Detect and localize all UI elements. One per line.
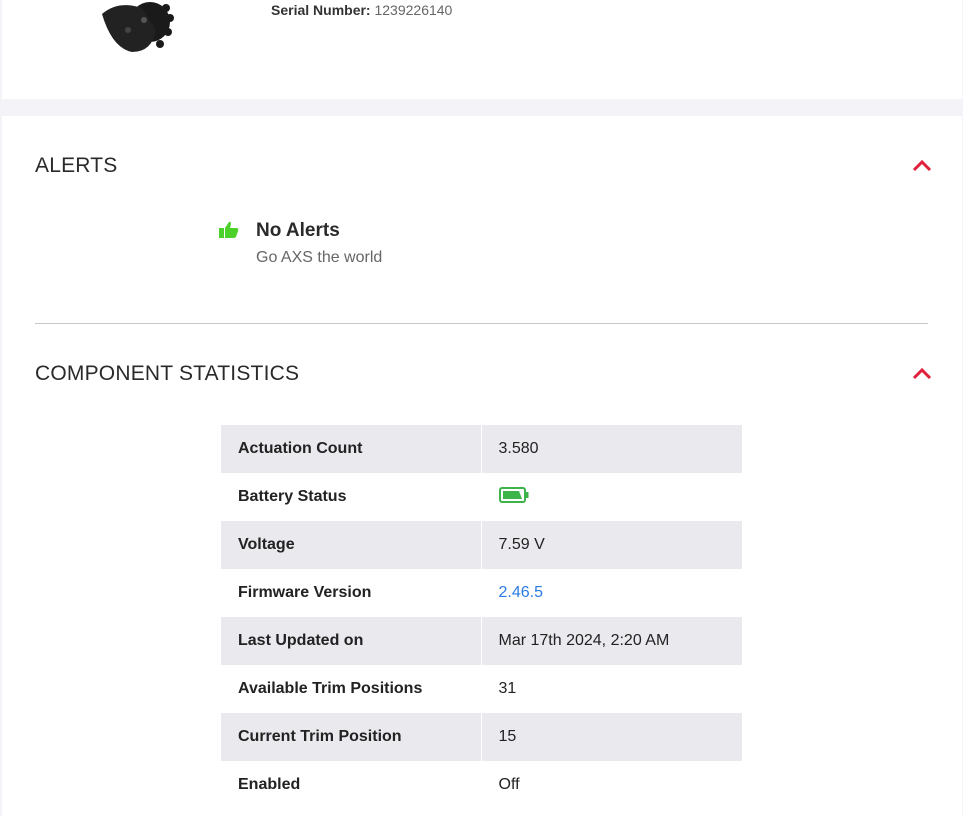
table-row: Battery Status <box>221 473 742 521</box>
alerts-title: ALERTS <box>35 154 118 177</box>
alerts-subtitle: Go AXS the world <box>256 249 383 266</box>
product-header-card: Serial Number: 1239226140 <box>2 0 962 99</box>
stat-value: 7.59 V <box>481 521 742 569</box>
derailleur-product-image <box>102 2 174 53</box>
firmware-version-link[interactable]: 2.46.5 <box>498 584 543 601</box>
serial-number: Serial Number: 1239226140 <box>271 2 452 18</box>
serial-label: Serial Number: <box>271 2 371 18</box>
table-row: Voltage 7.59 V <box>221 521 742 569</box>
stat-label: Current Trim Position <box>221 713 482 761</box>
stat-label: Actuation Count <box>221 425 482 473</box>
stat-value: Off <box>498 776 520 793</box>
battery-full-icon <box>498 486 528 503</box>
no-alerts-title: No Alerts <box>256 220 340 241</box>
stat-label: Voltage <box>221 521 482 569</box>
stat-label: Firmware Version <box>221 569 482 617</box>
table-row: Available Trim Positions 31 <box>221 665 742 713</box>
section-divider <box>35 323 928 324</box>
table-row: Last Updated on Mar 17th 2024, 2:20 AM <box>221 617 742 665</box>
table-row: Enabled Off <box>221 761 742 809</box>
collapse-alerts-chevron-up-icon[interactable] <box>911 159 933 173</box>
statistics-table: Actuation Count 3.580 Battery Status Volt… <box>221 425 742 809</box>
stat-value: 31 <box>498 680 517 697</box>
stat-value: 15 <box>481 713 742 761</box>
stat-value <box>481 473 742 521</box>
table-row: Current Trim Position 15 <box>221 713 742 761</box>
component-statistics-title: COMPONENT STATISTICS <box>35 362 300 385</box>
stat-value: 3.580 <box>481 425 742 473</box>
serial-value: 1239226140 <box>374 2 453 18</box>
collapse-statistics-chevron-up-icon[interactable] <box>911 367 933 381</box>
thumbs-up-icon <box>219 221 239 238</box>
table-row: Firmware Version 2.46.5 <box>221 569 742 617</box>
stat-label: Enabled <box>221 761 482 809</box>
table-row: Actuation Count 3.580 <box>221 425 742 473</box>
stat-label: Available Trim Positions <box>221 665 482 713</box>
stat-label: Last Updated on <box>221 617 482 665</box>
stat-label: Battery Status <box>221 473 482 521</box>
stat-value: Mar 17th 2024, 2:20 AM <box>481 617 742 665</box>
